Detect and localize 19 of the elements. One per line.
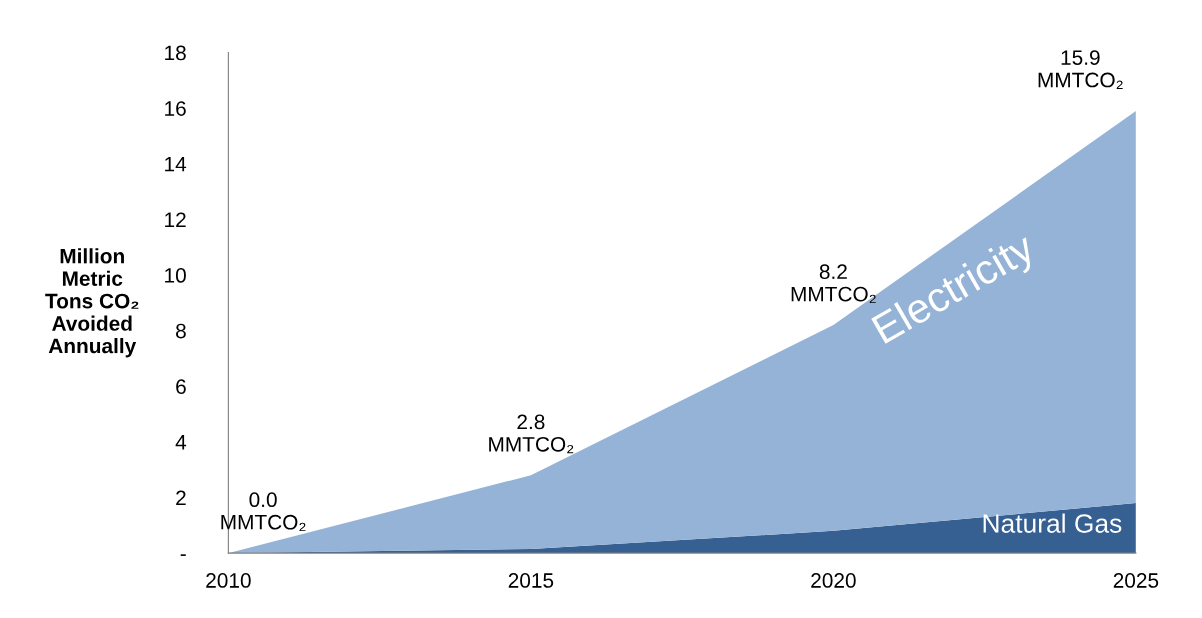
annotation: 0.0 MMTCO₂: [221, 492, 306, 532]
x-tick-label: 2010: [206, 573, 251, 588]
y-tick-label: 4: [175, 435, 187, 450]
y-tick-label: 12: [165, 212, 186, 227]
y-tick-label: -: [180, 554, 186, 556]
y-tick-label: 8: [176, 323, 186, 339]
y-tick-label: 14: [165, 156, 187, 172]
x-tick-label: 2020: [811, 573, 856, 588]
y-tick-label: 18: [165, 45, 186, 61]
series-label: Natural Gas: [983, 513, 1122, 533]
x-tick-label: 2015: [508, 573, 554, 588]
y-tick-label: 10: [165, 268, 186, 283]
x-tick-label: 2025: [1113, 573, 1159, 588]
y-axis-title: Million Metric Tons CO₂ Avoided Annually: [45, 248, 139, 358]
y-tick-label: 16: [165, 101, 186, 116]
y-tick-label: 6: [176, 379, 186, 394]
annotation: 15.9 MMTCO₂: [1038, 50, 1123, 89]
annotation: 2.8 MMTCO₂: [489, 414, 574, 454]
y-tick-label: 2: [176, 490, 186, 506]
